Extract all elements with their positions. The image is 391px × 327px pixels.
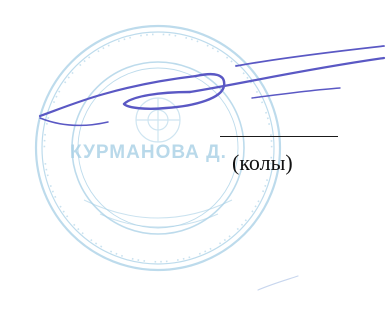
signature-line [220,136,338,137]
svg-text:КУРМАНОВА Д.: КУРМАНОВА Д. [70,142,227,163]
signature-caption: (колы) [232,150,293,175]
